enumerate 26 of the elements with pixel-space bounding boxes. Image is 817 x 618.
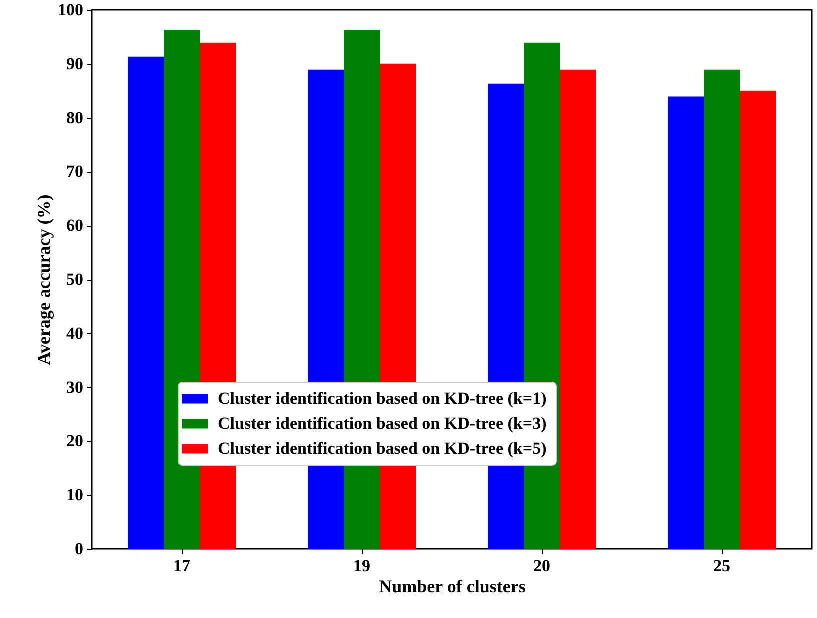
- y-tick-label: 100: [58, 0, 84, 20]
- x-axis-title: Number of clusters: [379, 576, 526, 596]
- y-axis-title: Average accuracy (%): [34, 194, 54, 366]
- x-tick-label: 20: [534, 556, 550, 576]
- x-tick-label: 25: [714, 556, 730, 576]
- legend-label: Cluster identification based on KD-tree (k=5): [218, 439, 547, 458]
- y-tick-label: 20: [66, 432, 84, 451]
- y-tick-label: 0: [75, 540, 84, 558]
- bar: [164, 30, 200, 549]
- x-tick-label: 19: [354, 556, 370, 576]
- y-tick-label: 70: [66, 162, 84, 182]
- bar: [128, 56, 164, 549]
- y-tick-label: 90: [66, 54, 84, 74]
- x-tick-label: 17: [174, 556, 191, 576]
- legend-label: Cluster identification based on KD-tree (k=3): [218, 414, 547, 433]
- y-tick-label: 60: [66, 216, 84, 236]
- y-tick-label: 30: [66, 378, 84, 397]
- bar: [704, 70, 740, 549]
- bar: [560, 70, 596, 549]
- bar: [740, 90, 776, 549]
- y-tick-label: 40: [66, 324, 84, 343]
- y-tick-label: 10: [66, 486, 84, 505]
- legend-label: Cluster identification based on KD-tree (k=1): [218, 389, 547, 408]
- y-tick-label: 50: [66, 270, 84, 289]
- bar: [668, 96, 704, 549]
- y-tick-label: 80: [66, 108, 84, 128]
